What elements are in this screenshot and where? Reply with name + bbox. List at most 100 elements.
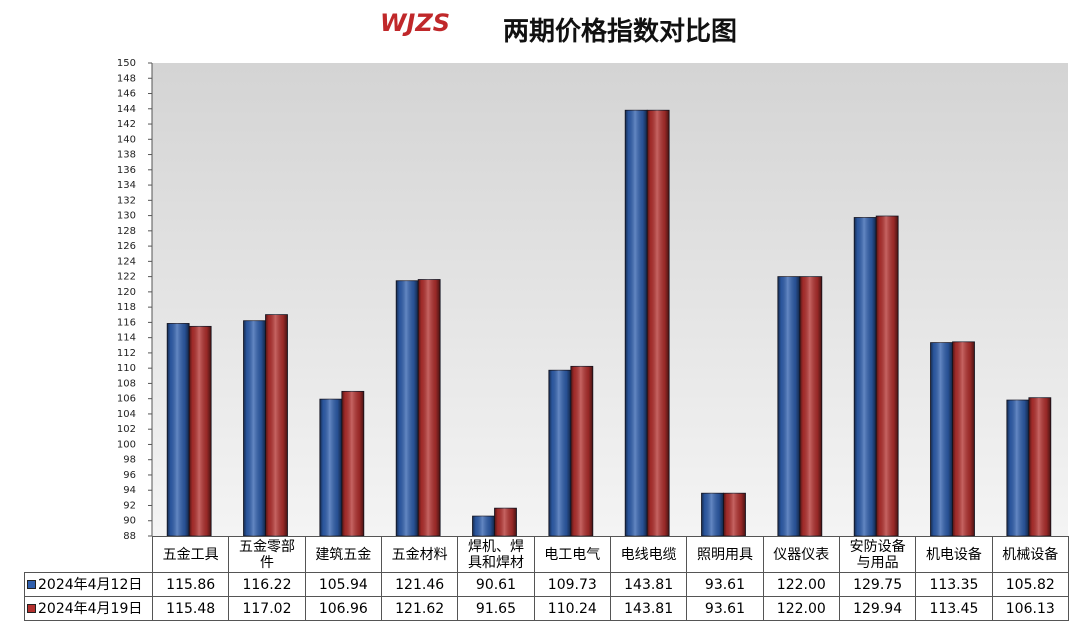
value-cell: 106.13 [991,596,1069,621]
bar [624,109,648,537]
y-tick-label: 126 [117,241,136,252]
y-tick-label: 120 [117,287,136,298]
x-tick-label: 五金零部件 [228,536,306,573]
y-tick-label: 148 [117,73,136,84]
bar [723,492,746,537]
bar [853,217,877,537]
legend-cell: 2024年4月12日 [24,572,153,597]
bar [265,314,288,537]
y-tick-label: 96 [123,470,136,481]
y-tick-label: 98 [123,455,136,466]
y-tick-label: 92 [123,500,136,511]
logo: WJZS [380,9,450,37]
value-cell: 143.81 [609,596,688,621]
bar [319,398,343,537]
x-tick-label: 五金工具 [151,536,230,573]
y-tick-label: 146 [117,89,136,100]
bar [646,109,670,537]
value-cell: 143.81 [609,572,688,597]
chart-title: 两期价格指数对比图 [503,16,737,47]
bar [243,320,266,537]
bar [166,323,190,537]
y-tick-label: 118 [117,302,136,313]
bar [1006,399,1030,537]
x-tick-label: 照明用具 [686,536,764,573]
y-tick-label: 142 [117,119,136,130]
y-tick-label: 150 [117,58,136,69]
value-cell: 113.35 [915,572,993,597]
x-tick-label: 仪器仪表 [762,536,840,573]
y-tick-label: 102 [117,424,136,435]
value-cell: 105.82 [991,572,1069,597]
value-cell: 93.61 [686,572,764,597]
bar [395,280,419,537]
y-tick-label: 114 [117,333,136,344]
x-tick-label: 焊机、焊具和焊材 [457,536,535,573]
x-tick-label: 机械设备 [991,536,1069,573]
y-tick-label: 144 [117,104,136,115]
value-cell: 121.46 [380,572,459,597]
value-cell: 122.00 [762,596,840,621]
y-tick-label: 104 [117,409,136,420]
y-tick-label: 90 [123,516,136,527]
bar [472,515,495,537]
legend-label: 2024年4月12日 [38,576,143,593]
y-tick-label: 140 [117,134,136,145]
value-cell: 129.94 [838,596,917,621]
data-table: 五金工具 五金零部件 建筑五金 五金材料 焊机、焊具和焊材 电工电气 电线电缆 照明用具 仪器仪… [24,536,1069,621]
bar [799,276,823,537]
value-cell: 116.22 [228,572,306,597]
bar [777,276,801,537]
header-row: 五金工具 五金零部件 建筑五金 五金材料 焊机、焊具和焊材 电工电气 电线电缆 照明用具 仪器仪… [25,536,1069,573]
x-tick-label: 电线电缆 [609,536,688,573]
y-tick-label: 136 [117,165,136,176]
x-tick-label: 机电设备 [915,536,993,573]
value-cell: 105.94 [304,572,382,597]
bar [341,390,365,537]
x-tick-label: 电工电气 [533,536,611,573]
y-tick-label: 122 [117,272,136,283]
series-row: 2024年4月12日 115.86 116.22 105.94 121.46 90.61 1… [24,572,1069,597]
y-tick-label: 100 [117,439,136,450]
y-tick-label: 130 [117,211,136,222]
x-tick-label: 五金材料 [380,536,459,573]
value-cell: 106.96 [304,596,382,621]
value-cell: 109.73 [533,572,611,597]
bar [1028,397,1052,537]
bar [952,341,975,537]
y-tick-label: 124 [117,256,136,267]
y-tick-label: 110 [117,363,136,374]
value-cell: 115.86 [151,572,230,597]
value-cell: 113.45 [915,596,993,621]
value-cell: 115.48 [151,596,230,621]
y-tick-label: 128 [117,226,136,237]
value-cell: 91.65 [457,596,535,621]
bar [875,215,899,537]
corner-cell [25,537,153,573]
bar [548,369,572,537]
x-tick-label: 安防设备与用品 [838,536,917,573]
y-tick-label: 94 [123,485,136,496]
y-tick-label: 132 [117,195,136,206]
series-row: 2024年4月19日 115.48 117.02 106.96 121.62 91.65 1… [24,596,1069,621]
value-cell: 121.62 [380,596,459,621]
y-tick-label: 88 [123,531,136,542]
value-cell: 122.00 [762,572,840,597]
legend-key [27,580,36,589]
legend-label: 2024年4月19日 [38,600,143,617]
value-cell: 93.61 [686,596,764,621]
bar [417,279,441,537]
bar [188,325,212,537]
plot-area [152,63,1068,536]
y-tick-label: 138 [117,150,136,161]
legend-cell: 2024年4月19日 [24,596,153,621]
y-tick-label: 106 [117,394,136,405]
bar [701,492,724,537]
bar [930,342,953,537]
bar [570,365,594,537]
value-cell: 117.02 [228,596,306,621]
legend-key [27,604,36,613]
value-cell: 110.24 [533,596,611,621]
y-tick-label: 108 [117,378,136,389]
